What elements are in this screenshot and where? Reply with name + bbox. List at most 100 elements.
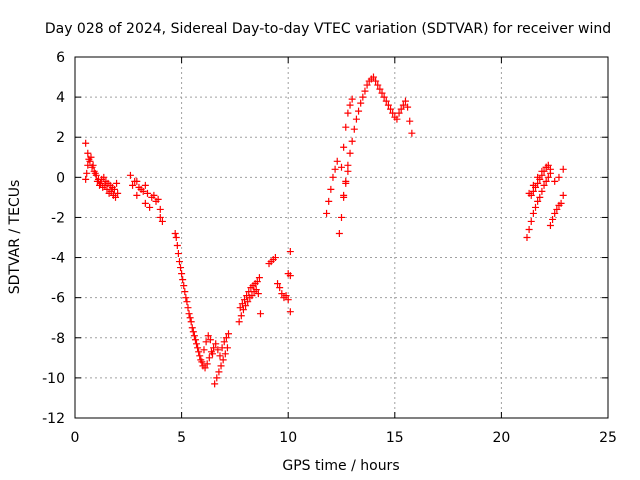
data-point <box>546 165 554 173</box>
data-point <box>184 304 192 312</box>
data-point <box>187 318 195 326</box>
data-point <box>532 203 540 211</box>
data-point <box>126 171 134 179</box>
data-point <box>180 282 188 290</box>
y-tick-label: -8 <box>51 331 65 347</box>
data-point <box>404 103 412 111</box>
data-point <box>540 181 548 189</box>
data-point <box>210 344 218 352</box>
data-point <box>542 177 550 185</box>
data-point <box>559 191 567 199</box>
data-point <box>372 77 380 85</box>
data-point <box>342 123 350 131</box>
y-axis-label: SDTVAR / TECUs <box>7 180 23 295</box>
data-point <box>245 288 253 296</box>
data-point <box>223 344 231 352</box>
data-point <box>156 205 164 213</box>
data-point <box>143 189 151 197</box>
x-tick-labels: 0 5 10 15 20 25 <box>71 430 617 446</box>
data-point <box>346 149 354 157</box>
data-point <box>327 185 335 193</box>
y-tick-label: -12 <box>42 411 65 427</box>
data-point <box>217 362 225 370</box>
data-point <box>335 229 343 237</box>
data-point <box>389 109 397 117</box>
data-point <box>205 354 213 362</box>
data-point <box>158 217 166 225</box>
data-point <box>82 139 90 147</box>
x-tick-label: 5 <box>177 430 186 446</box>
data-point <box>286 308 294 316</box>
data-point <box>551 209 559 217</box>
data-point <box>137 185 145 193</box>
data-point <box>209 350 217 358</box>
data-point <box>200 346 208 354</box>
data-point <box>237 312 245 320</box>
data-point <box>87 153 95 161</box>
data-point <box>523 234 531 241</box>
data-point <box>112 193 120 201</box>
y-tick-label: -4 <box>51 251 65 267</box>
data-point <box>238 300 246 308</box>
data-point <box>256 310 264 318</box>
data-point <box>340 191 348 199</box>
data-point <box>538 167 546 175</box>
y-tick-label: -2 <box>51 210 65 226</box>
data-point <box>235 318 243 326</box>
data-point <box>350 125 358 133</box>
data-point <box>357 99 365 107</box>
data-point <box>243 292 251 300</box>
data-point <box>178 270 186 278</box>
data-point <box>397 105 405 113</box>
data-point <box>255 274 263 282</box>
data-point <box>194 344 202 352</box>
data-point <box>363 81 371 89</box>
data-point <box>286 272 294 280</box>
data-point <box>201 364 209 372</box>
data-point <box>546 221 554 229</box>
data-point <box>274 280 282 288</box>
data-point <box>348 137 356 145</box>
data-point <box>146 203 154 211</box>
data-point <box>114 189 122 197</box>
data-point <box>534 173 542 181</box>
y-tick-label: -10 <box>42 371 65 387</box>
data-point <box>333 157 341 165</box>
data-point <box>206 336 214 344</box>
data-point <box>555 173 563 181</box>
data-point <box>369 73 377 81</box>
data-point <box>216 352 224 360</box>
data-point <box>198 358 206 366</box>
data-point <box>376 85 384 93</box>
plot-frame <box>74 56 609 419</box>
data-point <box>387 105 395 113</box>
series-segment-1 <box>82 139 122 201</box>
data-point <box>84 161 92 169</box>
data-point <box>276 284 284 292</box>
data-point <box>225 330 233 338</box>
data-point <box>393 115 401 123</box>
data-point <box>544 173 552 181</box>
data-point <box>378 89 386 97</box>
data-point <box>84 149 92 157</box>
data-point <box>82 175 90 183</box>
data-point <box>399 101 407 109</box>
data-point <box>196 352 204 360</box>
data-point <box>171 229 179 237</box>
data-point <box>213 374 221 382</box>
data-point <box>355 107 363 115</box>
data-point <box>183 298 191 306</box>
data-point <box>173 242 181 250</box>
data-point <box>91 169 99 177</box>
data-point <box>110 185 118 193</box>
data-point <box>175 258 183 266</box>
data-point <box>338 163 345 171</box>
series-segment-2 <box>126 171 166 225</box>
data-point <box>219 356 227 364</box>
data-point <box>220 338 228 346</box>
data-point <box>96 181 104 189</box>
data-point <box>529 187 537 195</box>
data-point <box>215 368 223 376</box>
x-tick-label: 20 <box>492 430 510 446</box>
data-point <box>338 213 345 221</box>
